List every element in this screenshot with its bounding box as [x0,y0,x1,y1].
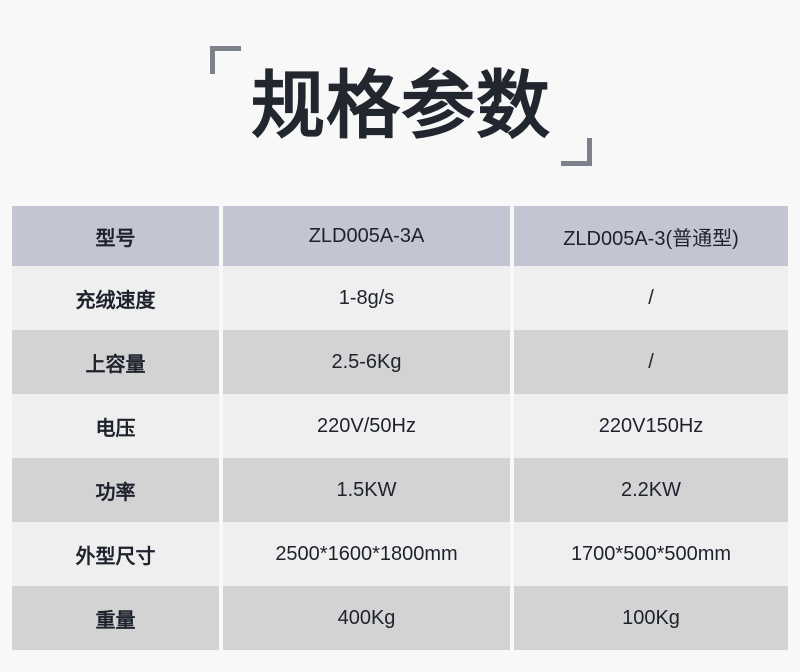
table-header-row: 型号 ZLD005A-3A ZLD005A-3(普通型) [12,206,788,266]
row-value: 1.5KW [223,458,510,522]
header-cell-model-b: ZLD005A-3(普通型) [514,206,788,266]
row-label: 电压 [12,394,219,458]
header-cell-model-a: ZLD005A-3A [223,206,510,266]
row-label: 上容量 [12,330,219,394]
row-label: 充绒速度 [12,266,219,330]
table-row-power: 功率 1.5KW 2.2KW [12,458,788,522]
table-row-voltage: 电压 220V/50Hz 220V150Hz [12,394,788,458]
title-block: 规格参数 [210,46,592,166]
row-value: 400Kg [223,586,510,650]
row-value: 1-8g/s [223,266,510,330]
row-value: 2.2KW [514,458,788,522]
row-value: 2500*1600*1800mm [223,522,510,586]
corner-bracket-top-left-icon [210,46,241,74]
table-row-filling-speed: 充绒速度 1-8g/s / [12,266,788,330]
corner-bracket-bottom-right-icon [561,138,592,166]
row-value: 2.5-6Kg [223,330,510,394]
row-value: 1700*500*500mm [514,522,788,586]
row-value: / [514,330,788,394]
row-value: 220V/50Hz [223,394,510,458]
row-label: 重量 [12,586,219,650]
table-row-dimensions: 外型尺寸 2500*1600*1800mm 1700*500*500mm [12,522,788,586]
header-cell-model-label: 型号 [12,206,219,266]
row-value: 220V150Hz [514,394,788,458]
table-row-upper-capacity: 上容量 2.5-6Kg / [12,330,788,394]
row-value: 100Kg [514,586,788,650]
page-title: 规格参数 [251,64,551,147]
spec-table: 型号 ZLD005A-3A ZLD005A-3(普通型) 充绒速度 1-8g/s… [12,206,788,650]
row-label: 功率 [12,458,219,522]
row-value: / [514,266,788,330]
table-row-weight: 重量 400Kg 100Kg [12,586,788,650]
row-label: 外型尺寸 [12,522,219,586]
